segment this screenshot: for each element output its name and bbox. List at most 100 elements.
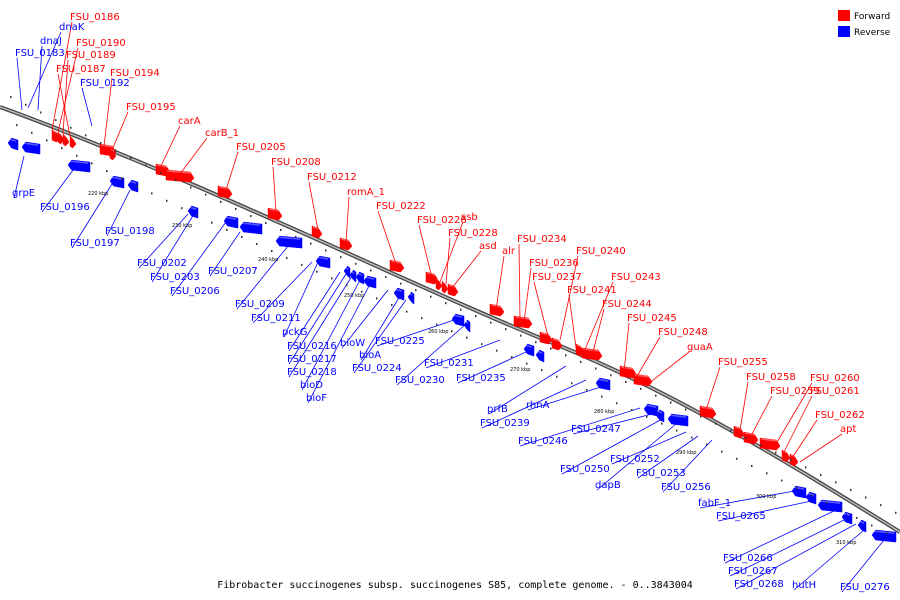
reverse-gene-label-FSU_0256[interactable]: FSU_0256 [661,482,711,493]
forward-gene-20[interactable] [551,337,563,351]
forward-gene-label-FSU_0260[interactable]: FSU_0260 [810,373,860,384]
reverse-gene-28[interactable] [857,519,867,533]
reverse-gene-label-hutH[interactable]: hutH [792,580,816,591]
forward-gene-label-FSU_0237[interactable]: FSU_0237 [532,272,582,283]
reverse-gene-label-dnaK[interactable]: dnaK [59,22,85,33]
forward-gene-7[interactable] [165,169,195,183]
forward-gene-label-alr[interactable]: alr [502,246,516,257]
forward-gene-label-FSU_0228[interactable]: FSU_0228 [448,228,498,239]
reverse-gene-25[interactable] [805,491,817,505]
forward-gene-label-FSU_0234[interactable]: FSU_0234 [517,234,567,245]
reverse-gene-label-FSU_0235[interactable]: FSU_0235 [456,373,506,384]
reverse-gene-label-rhnA[interactable]: rhnA [526,400,550,411]
reverse-gene-label-FSU_0203[interactable]: FSU_0203 [150,272,200,283]
forward-gene-label-FSU_0241[interactable]: FSU_0241 [567,285,617,296]
reverse-gene-label-bioA[interactable]: bioA [359,350,381,361]
forward-gene-label-FSU_0262[interactable]: FSU_0262 [815,410,865,421]
reverse-gene-label-FSU_0218[interactable]: FSU_0218 [287,367,337,378]
forward-gene-18[interactable] [513,315,533,329]
reverse-gene-23[interactable] [667,413,689,427]
forward-gene-label-FSU_0205[interactable]: FSU_0205 [236,142,286,153]
reverse-gene-label-prfB[interactable]: prfB [487,404,508,415]
reverse-gene-label-FSU_0250[interactable]: FSU_0250 [560,464,610,475]
reverse-gene-label-bioW[interactable]: bioW [340,338,365,349]
reverse-gene-1[interactable] [21,141,41,155]
reverse-gene-17[interactable] [463,319,471,333]
forward-gene-label-carB_1[interactable]: carB_1 [205,128,239,139]
forward-gene-26[interactable] [733,425,745,439]
forward-gene-label-FSU_0208[interactable]: FSU_0208 [271,157,321,168]
forward-gene-22[interactable] [581,347,603,361]
reverse-gene-13[interactable] [363,275,377,289]
reverse-gene-9[interactable] [315,255,331,269]
forward-gene-label-FSU_0248[interactable]: FSU_0248 [658,327,708,338]
forward-gene-label-FSU_0187[interactable]: FSU_0187 [56,64,106,75]
forward-gene-27[interactable] [743,431,759,445]
forward-gene-label-guaA[interactable]: guaA [687,342,713,353]
forward-gene-1[interactable] [57,131,65,145]
reverse-gene-16[interactable] [451,313,465,327]
reverse-gene-6[interactable] [223,215,239,229]
reverse-gene-4[interactable] [127,179,139,193]
forward-gene-label-FSU_0226[interactable]: FSU_0226 [417,215,467,226]
reverse-gene-label-dapB[interactable]: dapB [595,480,621,491]
reverse-gene-label-FSU_0247[interactable]: FSU_0247 [571,424,621,435]
forward-gene-11[interactable] [339,237,353,251]
reverse-gene-11[interactable] [349,269,357,283]
forward-gene-label-FSU_0186[interactable]: FSU_0186 [70,12,120,23]
forward-gene-label-FSU_0240[interactable]: FSU_0240 [576,246,626,257]
reverse-gene-7[interactable] [239,221,263,235]
reverse-gene-label-FSU_0211[interactable]: FSU_0211 [251,313,301,324]
forward-gene-12[interactable] [389,259,405,273]
reverse-gene-label-FSU_0230[interactable]: FSU_0230 [395,375,445,386]
forward-gene-9[interactable] [267,207,283,221]
reverse-gene-label-FSU_0216[interactable]: FSU_0216 [287,341,337,352]
forward-gene-label-FSU_0259[interactable]: FSU_0259 [770,386,820,397]
reverse-gene-label-FSU_0224[interactable]: FSU_0224 [352,363,402,374]
reverse-gene-label-FSU_0183[interactable]: FSU_0183 [15,48,65,59]
reverse-gene-label-FSU_0209[interactable]: FSU_0209 [235,299,285,310]
forward-gene-label-FSU_0245[interactable]: FSU_0245 [627,313,677,324]
reverse-gene-label-bioD[interactable]: bioD [300,380,323,391]
forward-gene-label-FSU_0222[interactable]: FSU_0222 [376,201,426,212]
reverse-gene-label-bioF[interactable]: bioF [306,393,327,404]
reverse-gene-0[interactable] [7,137,19,151]
reverse-gene-label-FSU_0225[interactable]: FSU_0225 [375,336,425,347]
forward-gene-15[interactable] [441,280,449,294]
reverse-gene-label-FSU_0231[interactable]: FSU_0231 [424,358,474,369]
reverse-gene-label-FSU_0202[interactable]: FSU_0202 [137,258,187,269]
forward-gene-3[interactable] [69,135,77,149]
forward-gene-24[interactable] [633,373,653,387]
reverse-gene-label-FSU_0252[interactable]: FSU_0252 [610,454,660,465]
reverse-gene-label-FSU_0198[interactable]: FSU_0198 [105,226,155,237]
reverse-gene-label-FSU_0267[interactable]: FSU_0267 [728,566,778,577]
forward-gene-label-apt[interactable]: apt [840,424,856,435]
forward-gene-label-FSU_0243[interactable]: FSU_0243 [611,272,661,283]
forward-gene-label-FSU_0195[interactable]: FSU_0195 [126,102,176,113]
reverse-gene-label-FSU_0246[interactable]: FSU_0246 [518,436,568,447]
forward-gene-label-FSU_0258[interactable]: FSU_0258 [746,372,796,383]
reverse-gene-label-FSU_0206[interactable]: FSU_0206 [170,286,220,297]
reverse-gene-label-FSU_0207[interactable]: FSU_0207 [208,266,258,277]
reverse-gene-21[interactable] [643,403,659,417]
reverse-gene-label-FSU_0217[interactable]: FSU_0217 [287,354,337,365]
reverse-gene-label-FSU_0266[interactable]: FSU_0266 [723,553,773,564]
reverse-gene-label-grpE[interactable]: grpE [12,188,35,199]
forward-gene-label-FSU_0244[interactable]: FSU_0244 [602,299,652,310]
forward-gene-label-FSU_0212[interactable]: FSU_0212 [307,172,357,183]
reverse-gene-29[interactable] [871,529,897,543]
reverse-gene-label-FSU_0276[interactable]: FSU_0276 [840,582,890,593]
reverse-gene-label-FSU_0197[interactable]: FSU_0197 [70,238,120,249]
forward-gene-label-carA[interactable]: carA [178,116,201,127]
forward-gene-17[interactable] [489,303,505,317]
forward-gene-2[interactable] [62,133,70,147]
reverse-gene-label-pckG[interactable]: pckG [282,327,307,338]
forward-gene-28[interactable] [759,437,781,451]
reverse-gene-8[interactable] [275,235,303,249]
reverse-gene-label-FSU_0253[interactable]: FSU_0253 [636,468,686,479]
reverse-gene-18[interactable] [523,343,535,357]
reverse-gene-label-FSU_0265[interactable]: FSU_0265 [716,511,766,522]
reverse-gene-label-FSU_0192[interactable]: FSU_0192 [80,78,130,89]
reverse-gene-12[interactable] [355,271,365,285]
reverse-gene-14[interactable] [393,287,405,301]
